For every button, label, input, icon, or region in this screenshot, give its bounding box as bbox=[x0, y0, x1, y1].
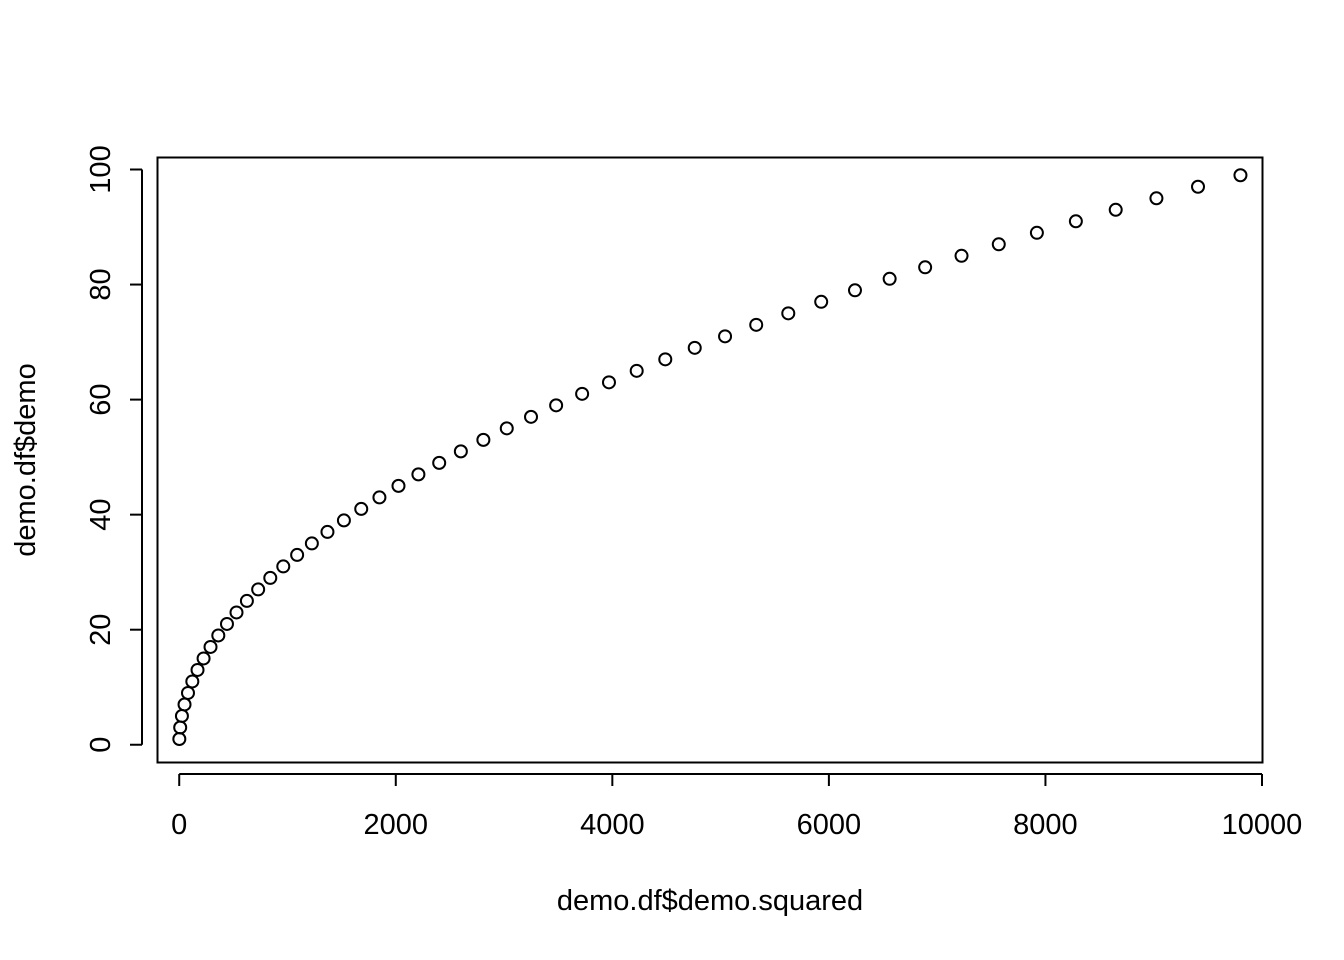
data-point bbox=[432, 455, 447, 470]
y-tick-label: 20 bbox=[85, 614, 117, 646]
data-point bbox=[814, 294, 829, 309]
data-point bbox=[781, 306, 796, 321]
data-point bbox=[882, 271, 897, 286]
data-point bbox=[453, 444, 468, 459]
data-point bbox=[658, 352, 673, 367]
data-point bbox=[549, 398, 564, 413]
data-point bbox=[173, 720, 188, 735]
x-axis: 0 2000 4000 6000 8000 10000 bbox=[171, 773, 1303, 841]
data-point bbox=[354, 501, 369, 516]
data-point bbox=[629, 363, 644, 378]
data-point bbox=[251, 582, 266, 597]
y-axis-title: demo.df$demo bbox=[10, 363, 42, 556]
y-tick-label: 80 bbox=[85, 268, 117, 300]
data-point bbox=[190, 662, 205, 677]
x-tick-label: 0 bbox=[171, 809, 187, 841]
data-point bbox=[718, 329, 733, 344]
data-point bbox=[499, 421, 514, 436]
data-point bbox=[1029, 225, 1044, 240]
y-axis: 0 20 40 60 80 100 bbox=[85, 145, 143, 753]
data-point bbox=[1191, 179, 1206, 194]
data-point bbox=[276, 559, 291, 574]
data-point bbox=[196, 651, 211, 666]
data-points bbox=[172, 168, 1248, 746]
x-axis-title: demo.df$demo.squared bbox=[557, 885, 863, 917]
x-tick-label: 6000 bbox=[797, 809, 862, 841]
data-point bbox=[749, 317, 764, 332]
data-point bbox=[172, 731, 187, 746]
data-point bbox=[290, 547, 305, 562]
data-point bbox=[524, 409, 539, 424]
data-point bbox=[918, 260, 933, 275]
data-point bbox=[391, 478, 406, 493]
y-tick-label: 0 bbox=[85, 737, 117, 753]
y-tick-label: 40 bbox=[85, 499, 117, 531]
data-point bbox=[203, 639, 218, 654]
data-point bbox=[320, 524, 335, 539]
y-tick-label: 60 bbox=[85, 383, 117, 415]
data-point bbox=[177, 697, 192, 712]
data-point bbox=[575, 386, 590, 401]
x-tick-label: 2000 bbox=[364, 809, 429, 841]
y-tick-label: 100 bbox=[85, 145, 117, 193]
data-point bbox=[180, 685, 195, 700]
data-point bbox=[372, 490, 387, 505]
data-point bbox=[211, 628, 226, 643]
data-point bbox=[1108, 202, 1123, 217]
data-point bbox=[1149, 191, 1164, 206]
data-point bbox=[601, 375, 616, 390]
x-tick-label: 8000 bbox=[1013, 809, 1078, 841]
x-tick-label: 4000 bbox=[580, 809, 645, 841]
data-point bbox=[185, 674, 200, 689]
data-point bbox=[174, 708, 189, 723]
x-tick-label: 10000 bbox=[1222, 809, 1303, 841]
data-point bbox=[847, 283, 862, 298]
data-point bbox=[991, 237, 1006, 252]
plot-frame bbox=[156, 156, 1264, 764]
data-point bbox=[304, 536, 319, 551]
data-point bbox=[476, 432, 491, 447]
data-point bbox=[263, 570, 278, 585]
data-point bbox=[219, 616, 234, 631]
data-point bbox=[1233, 168, 1248, 183]
data-point bbox=[239, 593, 254, 608]
data-point bbox=[687, 340, 702, 355]
data-point bbox=[411, 467, 426, 482]
data-point bbox=[229, 605, 244, 620]
data-point bbox=[954, 248, 969, 263]
data-point bbox=[336, 513, 351, 528]
data-point bbox=[1068, 214, 1083, 229]
